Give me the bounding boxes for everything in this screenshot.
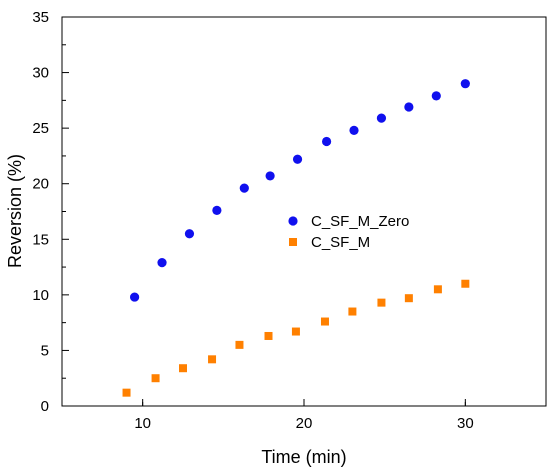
data-point (348, 307, 357, 316)
data-point (461, 279, 470, 288)
legend-marker-c-sf-m-zero (288, 216, 298, 226)
plot-frame (61, 16, 547, 407)
data-point (212, 205, 222, 215)
data-points (122, 79, 470, 397)
data-point (320, 317, 329, 326)
y-axis-title: Reversion (%) (5, 154, 25, 268)
legend-marker-c-sf-m (289, 238, 297, 246)
data-point (433, 285, 442, 294)
y-tick-label: 25 (32, 120, 49, 137)
data-point (404, 102, 414, 112)
x-tick-label: 20 (296, 415, 313, 432)
data-point (460, 79, 470, 89)
data-point (292, 154, 303, 164)
y-tick-label: 20 (32, 176, 49, 193)
axis-ticks: 10 20 30 0 5 10 15 20 25 30 35 (32, 9, 473, 432)
data-point (265, 171, 275, 181)
data-point (157, 258, 167, 268)
data-point (179, 364, 187, 373)
data-point (122, 388, 131, 397)
data-point (235, 340, 244, 349)
data-point (349, 125, 359, 135)
data-point (264, 331, 273, 340)
data-point (239, 183, 249, 193)
y-tick-label: 15 (32, 231, 49, 248)
y-tick-label: 0 (41, 398, 49, 415)
data-point (291, 327, 300, 336)
data-point (321, 136, 332, 147)
data-point (404, 294, 413, 303)
y-tick-label: 5 (41, 342, 49, 359)
data-point (184, 229, 195, 239)
data-point (431, 91, 441, 101)
data-point (208, 355, 217, 364)
legend-label-c-sf-m: C_SF_M (311, 234, 370, 251)
x-tick-label: 10 (134, 415, 151, 432)
data-point (130, 292, 140, 302)
x-tick-label: 30 (457, 415, 474, 432)
data-point (376, 113, 387, 123)
data-point (377, 298, 386, 307)
y-tick-label: 10 (32, 287, 49, 304)
y-tick-label: 30 (32, 65, 49, 82)
y-tick-label: 35 (32, 9, 49, 26)
legend: C_SF_M_Zero C_SF_M (288, 213, 409, 251)
data-point (151, 374, 160, 383)
x-axis-title: Time (min) (261, 447, 346, 467)
legend-label-c-sf-m-zero: C_SF_M_Zero (311, 213, 409, 230)
